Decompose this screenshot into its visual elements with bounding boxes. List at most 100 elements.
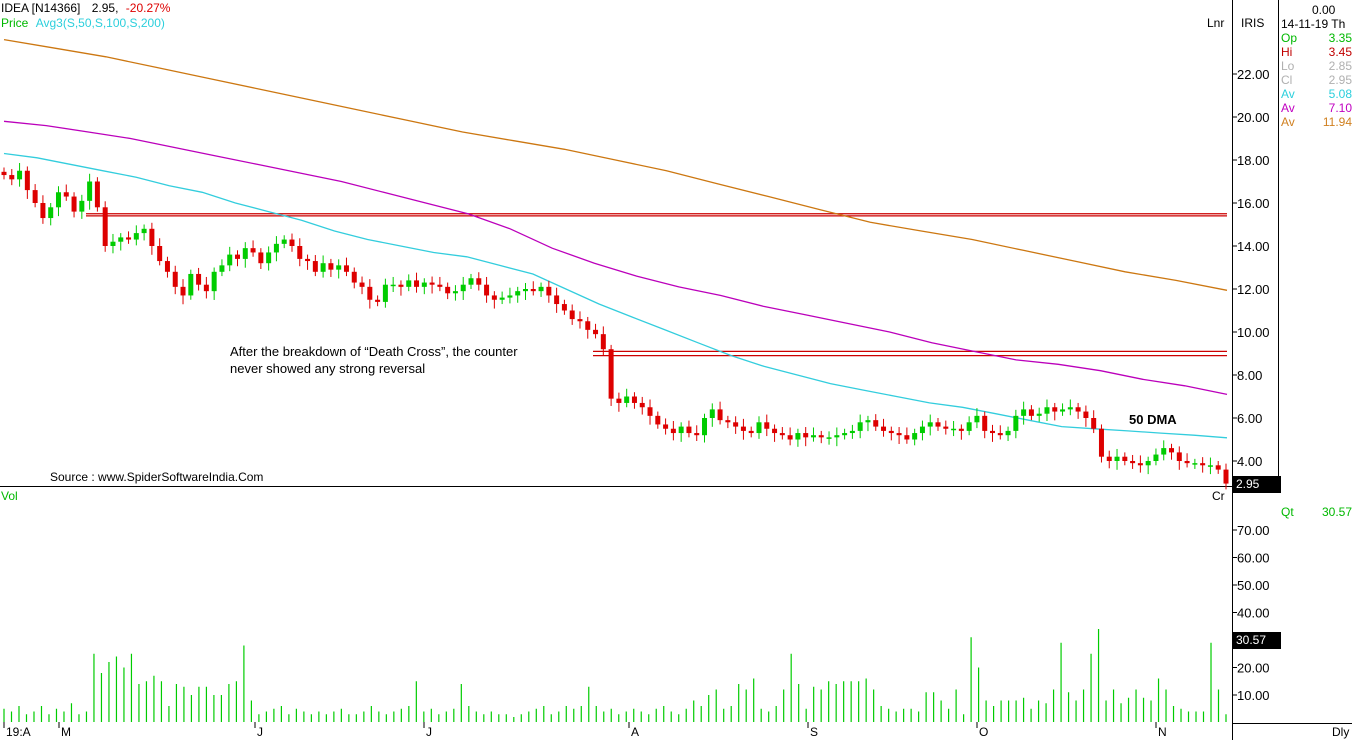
candle-body: [593, 329, 599, 335]
candle-body: [188, 273, 194, 296]
price-label: Price: [1, 16, 29, 30]
candle-body: [756, 422, 762, 434]
price-tick-label: 18.00: [1237, 153, 1270, 168]
volume-tick-label: 50.00: [1237, 578, 1270, 593]
candle-body: [888, 430, 894, 434]
candle-body: [740, 426, 746, 431]
candle-body: [1207, 465, 1213, 467]
candle-body: [670, 428, 676, 434]
candle-body: [1013, 415, 1019, 431]
candle-body: [826, 437, 832, 439]
candle-body: [764, 422, 770, 429]
candle-body: [772, 428, 778, 434]
change-value: -20.27%: [125, 1, 171, 15]
candle-body: [561, 304, 567, 311]
candle-body: [709, 409, 715, 418]
candle-body: [499, 297, 505, 300]
candle-body: [631, 396, 637, 403]
candle-body: [1036, 413, 1042, 416]
candle-body: [989, 430, 995, 434]
price-tick-label: 20.00: [1237, 110, 1270, 125]
price-value: 2.95,: [91, 1, 119, 15]
scale-mode-label[interactable]: Lnr: [1207, 16, 1225, 30]
candle-body: [87, 181, 93, 201]
candle-body: [468, 278, 474, 285]
candle-body: [647, 407, 653, 416]
price-tick-label: 16.00: [1237, 196, 1270, 211]
candle-body: [437, 284, 443, 287]
candle-body: [227, 254, 233, 266]
candle-body: [118, 237, 124, 242]
candle-body: [616, 398, 622, 403]
candle-body: [1122, 456, 1128, 461]
candle-body: [1044, 407, 1050, 414]
volume-label: Vol: [1, 489, 18, 503]
candle-body: [1176, 452, 1182, 461]
volume-tick-label: 10.00: [1237, 688, 1270, 703]
candle-body: [686, 426, 692, 434]
price-tick-label: 8.00: [1237, 368, 1262, 383]
candle-body: [71, 196, 77, 212]
candle-body: [258, 252, 264, 264]
candle-body: [834, 435, 840, 438]
candle-body: [1028, 409, 1034, 416]
candle-body: [655, 415, 661, 425]
candle-body: [639, 402, 645, 408]
candle-body: [997, 433, 1003, 436]
candle-body: [538, 286, 544, 292]
dma-50-label: 50 DMA: [1129, 412, 1177, 427]
info-panel-row-op: Op 3.35: [1281, 31, 1352, 45]
candle-body: [406, 280, 412, 287]
info-row-value: 3.35: [1328, 31, 1352, 45]
candle-body: [94, 181, 100, 208]
candle-body: [912, 433, 918, 440]
candle-body: [1137, 463, 1143, 466]
period-label[interactable]: Dly: [1332, 725, 1350, 739]
header-line2: Price Avg3(S,50,S,100,S,200): [1, 16, 165, 30]
candle-body: [919, 426, 925, 434]
candle-body: [585, 321, 591, 330]
sma-50-line: [3, 152, 1228, 439]
candle-body: [795, 433, 801, 440]
candle-body: [1106, 456, 1112, 461]
candle-body: [235, 254, 241, 259]
annotation-line2: never showed any strong reversal: [230, 361, 426, 376]
candle-body: [803, 433, 809, 438]
candle-body: [110, 241, 116, 246]
info-panel-row-av: Av 5.08: [1281, 87, 1352, 101]
symbol-label: IDEA [N14366]: [1, 1, 81, 15]
info-row-value: 3.45: [1328, 45, 1352, 59]
candle-body: [1223, 469, 1229, 484]
candle-body: [1060, 409, 1066, 412]
candle-body: [126, 237, 132, 240]
candle-body: [896, 433, 902, 436]
last-price-tag: 2.95: [1233, 476, 1281, 493]
candle-body: [343, 265, 349, 272]
candle-body: [359, 282, 365, 287]
candle-body: [873, 420, 879, 427]
candle-body: [24, 170, 30, 191]
candle-body: [1130, 461, 1136, 464]
candle-body: [1192, 463, 1198, 465]
candle-body: [927, 422, 933, 427]
candle-body: [1091, 418, 1097, 429]
candle-body: [857, 422, 863, 431]
candle-body: [554, 295, 560, 305]
candle-body: [663, 424, 669, 429]
info-panel-row-lo: Lo 2.85: [1281, 59, 1352, 73]
candle-body: [943, 426, 949, 429]
candle-body: [203, 284, 209, 292]
candle-body: [624, 396, 630, 403]
candle-body: [17, 170, 23, 180]
header-line1: IDEA [N14366] 2.95, -20.27%: [1, 1, 170, 15]
candle-body: [842, 433, 848, 436]
candle-body: [507, 295, 513, 298]
candle-body: [966, 422, 972, 431]
candle-body: [40, 203, 46, 219]
info-row-value: 2.85: [1328, 59, 1352, 73]
candle-body: [1153, 454, 1159, 461]
volume-tick-label: 20.00: [1237, 661, 1270, 676]
info-row-key: Hi: [1281, 45, 1293, 59]
volume-tick-label: 70.00: [1237, 523, 1270, 538]
